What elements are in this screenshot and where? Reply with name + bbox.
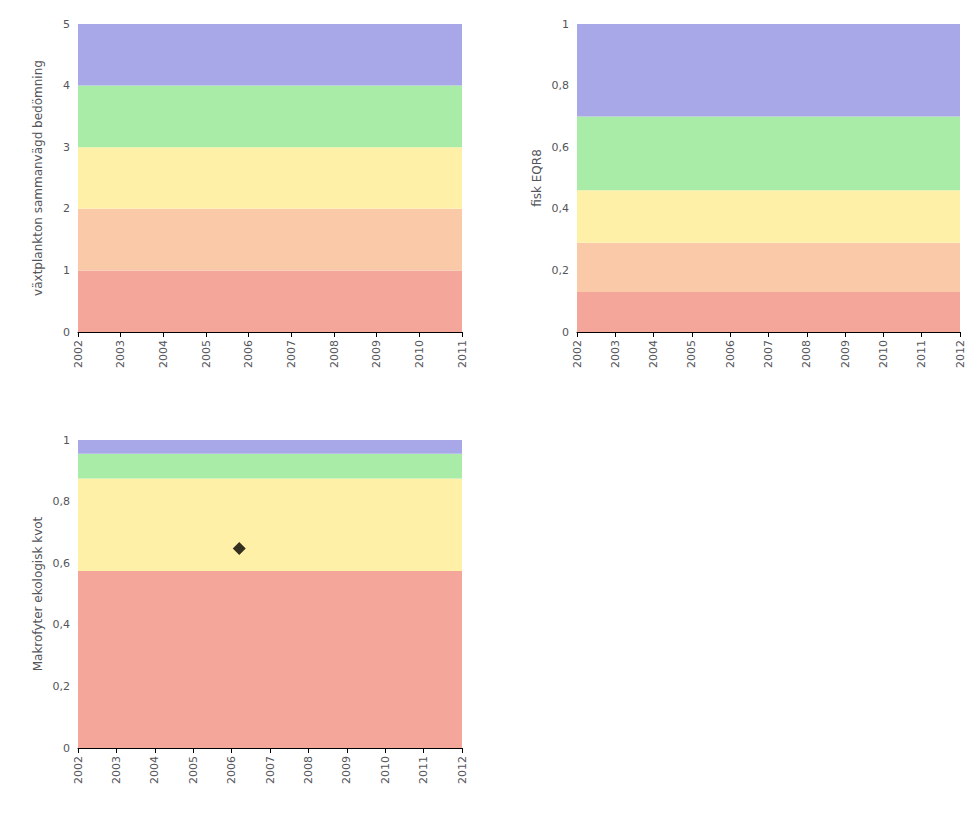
- svg-text:2003: 2003: [110, 756, 123, 784]
- svg-text:2002: 2002: [72, 756, 85, 784]
- svg-text:2004: 2004: [157, 340, 170, 368]
- svg-text:0: 0: [63, 326, 70, 339]
- svg-text:3: 3: [63, 141, 70, 154]
- svg-text:2008: 2008: [800, 340, 813, 368]
- svg-text:2011: 2011: [915, 340, 928, 368]
- svg-text:2006: 2006: [242, 340, 255, 368]
- svg-text:2011: 2011: [417, 756, 430, 784]
- svg-text:växtplankton sammanvägd bedömn: växtplankton sammanvägd bedömning: [31, 60, 45, 296]
- svg-text:2010: 2010: [379, 756, 392, 784]
- svg-text:1: 1: [63, 264, 70, 277]
- svg-text:2008: 2008: [328, 340, 341, 368]
- svg-text:2005: 2005: [187, 756, 200, 784]
- svg-text:0,2: 0,2: [552, 264, 570, 277]
- svg-text:2007: 2007: [264, 756, 277, 784]
- svg-text:2011: 2011: [456, 340, 469, 368]
- svg-text:1: 1: [562, 18, 569, 31]
- svg-text:2009: 2009: [839, 340, 852, 368]
- svg-text:0: 0: [562, 326, 569, 339]
- svg-text:0: 0: [63, 742, 70, 755]
- svg-text:2008: 2008: [302, 756, 315, 784]
- svg-text:2010: 2010: [413, 340, 426, 368]
- svg-text:2005: 2005: [685, 340, 698, 368]
- svg-text:2006: 2006: [225, 756, 238, 784]
- svg-text:2007: 2007: [285, 340, 298, 368]
- svg-text:0,8: 0,8: [552, 79, 570, 92]
- svg-text:2: 2: [63, 202, 70, 215]
- svg-text:2012: 2012: [456, 756, 469, 784]
- svg-text:1: 1: [63, 434, 70, 447]
- svg-text:2010: 2010: [877, 340, 890, 368]
- svg-text:5: 5: [63, 18, 70, 31]
- svg-text:2002: 2002: [72, 340, 85, 368]
- svg-text:4: 4: [63, 79, 70, 92]
- svg-text:2007: 2007: [762, 340, 775, 368]
- svg-text:2009: 2009: [370, 340, 383, 368]
- svg-text:2004: 2004: [148, 756, 161, 784]
- svg-text:0,8: 0,8: [53, 495, 71, 508]
- svg-text:0,4: 0,4: [552, 202, 570, 215]
- svg-text:Makrofyter ekologisk kvot: Makrofyter ekologisk kvot: [31, 516, 45, 671]
- svg-text:2006: 2006: [724, 340, 737, 368]
- svg-text:0,6: 0,6: [552, 141, 570, 154]
- svg-text:2004: 2004: [647, 340, 660, 368]
- svg-text:fisk EQR8: fisk EQR8: [530, 149, 544, 207]
- svg-text:2012: 2012: [954, 340, 967, 368]
- svg-text:2003: 2003: [114, 340, 127, 368]
- svg-text:2002: 2002: [571, 340, 584, 368]
- svg-text:2003: 2003: [609, 340, 622, 368]
- svg-text:0,2: 0,2: [53, 680, 71, 693]
- svg-text:2005: 2005: [200, 340, 213, 368]
- svg-text:2009: 2009: [340, 756, 353, 784]
- svg-text:0,6: 0,6: [53, 557, 71, 570]
- svg-text:0,4: 0,4: [53, 618, 71, 631]
